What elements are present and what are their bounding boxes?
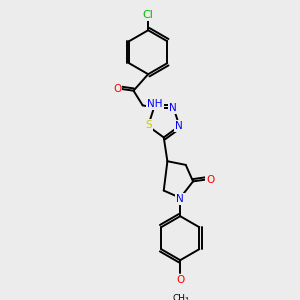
Text: O: O [113, 84, 121, 94]
Text: N: N [175, 121, 182, 131]
Text: N: N [176, 194, 184, 204]
Text: O: O [206, 175, 214, 184]
Text: O: O [176, 275, 184, 285]
Text: N: N [169, 103, 176, 112]
Text: Cl: Cl [143, 10, 154, 20]
Text: CH₃: CH₃ [173, 294, 190, 300]
Text: NH: NH [147, 98, 163, 109]
Text: S: S [146, 120, 152, 130]
